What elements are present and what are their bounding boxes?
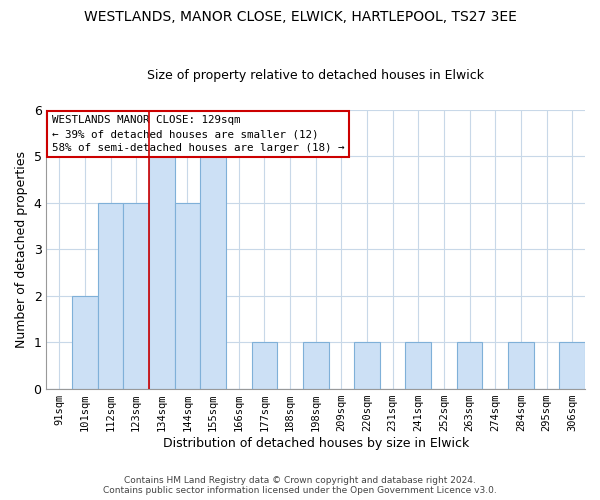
Bar [98, 202, 124, 389]
Bar [354, 342, 380, 389]
Bar [406, 342, 431, 389]
Text: WESTLANDS MANOR CLOSE: 129sqm
← 39% of detached houses are smaller (12)
58% of s: WESTLANDS MANOR CLOSE: 129sqm ← 39% of d… [52, 115, 344, 153]
Bar [508, 342, 534, 389]
Text: Contains HM Land Registry data © Crown copyright and database right 2024.
Contai: Contains HM Land Registry data © Crown c… [103, 476, 497, 495]
Text: WESTLANDS, MANOR CLOSE, ELWICK, HARTLEPOOL, TS27 3EE: WESTLANDS, MANOR CLOSE, ELWICK, HARTLEPO… [83, 10, 517, 24]
Title: Size of property relative to detached houses in Elwick: Size of property relative to detached ho… [147, 69, 484, 82]
Bar [559, 342, 585, 389]
Bar [457, 342, 482, 389]
Bar [72, 296, 98, 389]
Bar [149, 156, 175, 389]
Bar [303, 342, 329, 389]
Bar [124, 202, 149, 389]
Bar [175, 202, 200, 389]
Bar [251, 342, 277, 389]
Y-axis label: Number of detached properties: Number of detached properties [15, 151, 28, 348]
Bar [200, 156, 226, 389]
X-axis label: Distribution of detached houses by size in Elwick: Distribution of detached houses by size … [163, 437, 469, 450]
